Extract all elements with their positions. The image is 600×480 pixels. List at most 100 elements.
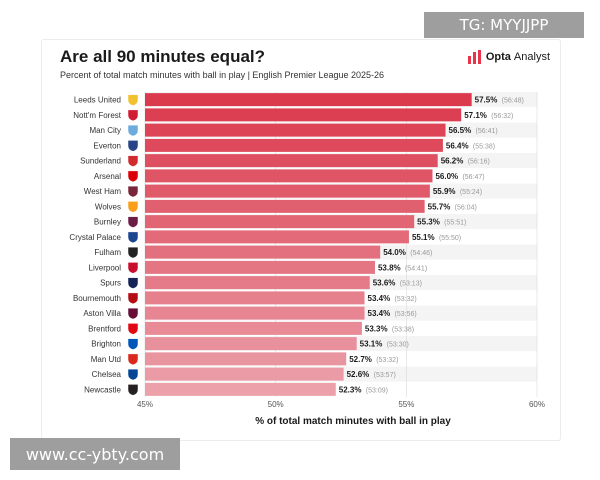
x-tick-label: 50% [268, 400, 284, 409]
team-label: Nott'm Forest [73, 111, 122, 120]
value-label: 56.0% [435, 172, 458, 181]
team-label: Man City [89, 126, 121, 135]
value-label: 53.6% [373, 279, 396, 288]
time-label: (53:32) [376, 357, 398, 364]
team-label: Newcastle [84, 385, 121, 394]
team-label: Arsenal [94, 172, 121, 181]
team-label: Fulham [94, 248, 121, 257]
bar [145, 123, 446, 137]
team-crest-icon [127, 353, 139, 366]
value-label: 56.5% [449, 126, 472, 135]
time-label: (55:50) [439, 235, 461, 242]
bar [145, 367, 344, 381]
time-label: (53:56) [395, 311, 417, 318]
value-label: 53.3% [365, 324, 388, 333]
value-label: 57.1% [464, 111, 487, 120]
team-label: Aston Villa [83, 309, 121, 318]
time-label: (56:32) [491, 113, 513, 120]
value-label: 52.3% [339, 385, 362, 394]
team-crest-icon [127, 323, 139, 335]
bar [145, 321, 362, 335]
team-crest-icon [127, 140, 139, 152]
chart-title: Are all 90 minutes equal? [60, 47, 266, 66]
team-label: Burnley [94, 218, 121, 227]
x-axis-label: % of total match minutes with ball in pl… [255, 416, 451, 427]
bar [145, 215, 415, 229]
value-label: 55.3% [417, 218, 440, 227]
bar [145, 382, 336, 396]
time-label: (55:24) [460, 189, 482, 196]
bar [145, 306, 365, 320]
bar [145, 291, 365, 305]
time-label: (56:16) [468, 159, 490, 166]
time-label: (55:38) [473, 143, 495, 150]
bar [145, 352, 347, 366]
value-label: 55.7% [428, 202, 451, 211]
bar [145, 260, 375, 274]
value-label: 54.0% [383, 248, 406, 257]
value-label: 52.6% [347, 370, 370, 379]
team-label: Spurs [100, 279, 121, 288]
team-crest-icon [127, 109, 139, 122]
team-crest-icon [127, 170, 139, 183]
time-label: (56:41) [476, 128, 498, 135]
team-crest-icon [127, 94, 139, 106]
watermark-top: TG: MYYJJPP [424, 12, 584, 38]
time-label: (53:13) [400, 281, 422, 288]
logo-text-light: Analyst [513, 51, 550, 63]
value-label: 53.4% [368, 294, 391, 303]
bar-chart: Leeds United 57.5% (56:48) Nott'm Forest 57.… [69, 92, 545, 427]
team-crest-icon [127, 277, 139, 289]
time-label: (53:30) [387, 342, 409, 349]
team-crest-icon [127, 231, 139, 244]
team-label: Brentford [88, 324, 121, 333]
time-label: (56:47) [462, 174, 484, 181]
value-label: 52.7% [349, 355, 372, 364]
bar [145, 154, 438, 168]
value-label: 56.4% [446, 141, 469, 150]
team-label: Crystal Palace [69, 233, 121, 242]
team-crest-icon [127, 384, 139, 396]
value-label: 55.1% [412, 233, 435, 242]
time-label: (53:32) [395, 296, 417, 303]
team-crest-icon [127, 246, 139, 259]
bar [145, 230, 409, 244]
time-label: (56:48) [502, 98, 524, 105]
chart-card: Are all 90 minutes equal? Percent of tot… [42, 40, 560, 440]
bar [145, 108, 462, 122]
value-label: 57.5% [475, 96, 498, 105]
team-crest-icon [127, 262, 139, 274]
value-label: 53.1% [360, 340, 383, 349]
opta-analyst-logo: Opta Analyst [467, 49, 550, 65]
team-label: Brighton [91, 340, 121, 349]
team-crest-icon [127, 368, 139, 381]
team-label: Wolves [95, 202, 121, 211]
team-label: Everton [93, 141, 121, 150]
team-crest-icon [127, 124, 139, 137]
logo-text-bold: Opta [485, 51, 511, 63]
value-label: 56.2% [441, 157, 464, 166]
bar [145, 169, 433, 183]
bar [145, 184, 430, 198]
bar [145, 245, 381, 259]
team-label: Sunderland [80, 157, 121, 166]
team-crest-icon [127, 155, 139, 167]
team-crest-icon [127, 201, 139, 213]
team-label: West Ham [84, 187, 122, 196]
x-tick-label: 45% [137, 400, 153, 409]
value-label: 53.4% [368, 309, 391, 318]
chart-subtitle: Percent of total match minutes with ball… [60, 70, 385, 80]
team-label: Chelsea [92, 370, 122, 379]
team-crest-icon [127, 307, 139, 320]
team-label: Liverpool [89, 263, 122, 272]
team-label: Leeds United [74, 96, 121, 105]
time-label: (53:09) [366, 387, 388, 394]
value-label: 55.9% [433, 187, 456, 196]
time-label: (54:46) [410, 250, 432, 257]
time-label: (56:04) [455, 204, 477, 211]
bar [145, 93, 472, 107]
value-label: 53.8% [378, 263, 401, 272]
team-crest-icon [127, 292, 139, 305]
bar [145, 199, 425, 213]
team-label: Bournemouth [73, 294, 121, 303]
